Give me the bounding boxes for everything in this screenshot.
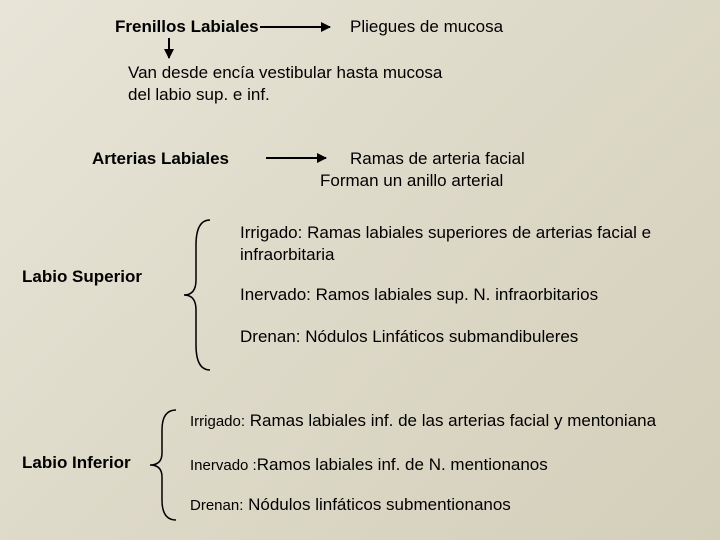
brace-inferior [146,405,186,525]
labio-superior-title: Labio Superior [22,266,142,288]
inf-irrigado-label: Irrigado: [190,413,245,430]
brace-superior [180,215,220,375]
inf-drenan-label: Drenan: [190,497,243,514]
arterias-title: Arterias Labiales [92,148,229,170]
inf-drenan-text: Nódulos linfáticos submentionanos [243,495,510,514]
inf-irrigado-text: Ramas labiales inf. de las arterias faci… [245,411,656,430]
arrow-frenillos-right [260,26,330,28]
sup-inervado: Inervado: Ramos labiales sup. N. infraor… [240,284,690,306]
frenillos-desc: Van desde encía vestibular hasta mucosa … [128,62,458,106]
inf-inervado-text: Ramos labiales inf. de N. mentionanos [257,455,548,474]
frenillos-title: Frenillos Labiales [115,16,259,38]
pliegues-text: Pliegues de mucosa [350,16,503,38]
inf-inervado-label: Inervado : [190,457,257,474]
inf-drenan: Drenan: Nódulos linfáticos submentionano… [190,494,670,516]
arrow-frenillos-down [168,38,170,58]
sup-drenan: Drenan: Nódulos Linfáticos submandibuler… [240,326,590,348]
ramas-text2: Forman un anillo arterial [320,170,503,192]
labio-inferior-title: Labio Inferior [22,452,131,474]
sup-irrigado: Irrigado: Ramas labiales superiores de a… [240,222,670,266]
ramas-text1: Ramas de arteria facial [350,148,525,170]
inf-inervado: Inervado :Ramos labiales inf. de N. ment… [190,454,670,476]
inf-irrigado: Irrigado: Ramas labiales inf. de las art… [190,410,670,432]
arrow-arterias-right [266,157,326,159]
